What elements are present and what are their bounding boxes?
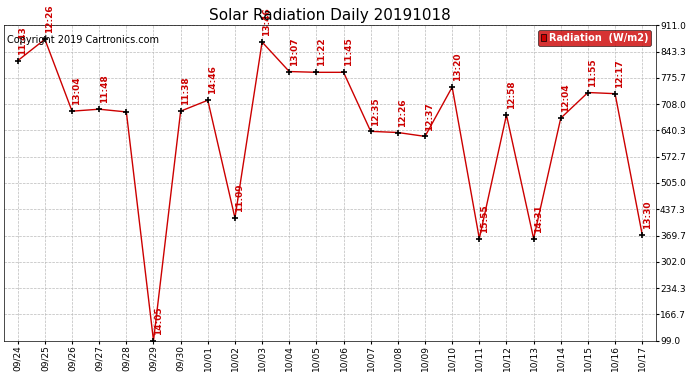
Text: 11:45: 11:45	[344, 38, 353, 66]
Text: 12:37: 12:37	[426, 102, 435, 130]
Text: 12:04: 12:04	[561, 84, 570, 112]
Text: 11:38: 11:38	[181, 77, 190, 105]
Text: Copyright 2019 Cartronics.com: Copyright 2019 Cartronics.com	[8, 35, 159, 45]
Text: 12:26: 12:26	[398, 98, 407, 127]
Text: 14:31: 14:31	[534, 204, 543, 233]
Text: 11:22: 11:22	[317, 38, 326, 66]
Text: 11:43: 11:43	[18, 26, 27, 55]
Text: 15:55: 15:55	[480, 204, 489, 233]
Text: 11:09: 11:09	[235, 183, 244, 212]
Legend: Radiation  (W/m2): Radiation (W/m2)	[538, 30, 651, 46]
Text: 13:46: 13:46	[262, 8, 271, 36]
Text: 12:26: 12:26	[46, 5, 55, 33]
Text: 14:46: 14:46	[208, 66, 217, 94]
Text: 12:17: 12:17	[615, 59, 624, 88]
Text: 11:48: 11:48	[99, 75, 108, 104]
Text: 14:05: 14:05	[154, 306, 163, 335]
Title: Solar Radiation Daily 20191018: Solar Radiation Daily 20191018	[209, 8, 451, 23]
Text: 13:30: 13:30	[642, 200, 651, 229]
Text: 11:55: 11:55	[589, 58, 598, 87]
Text: 12:58: 12:58	[507, 81, 516, 109]
Text: 13:20: 13:20	[453, 53, 462, 81]
Text: 13:07: 13:07	[290, 37, 299, 66]
Text: 13:04: 13:04	[72, 77, 81, 105]
Text: 12:35: 12:35	[371, 97, 380, 126]
